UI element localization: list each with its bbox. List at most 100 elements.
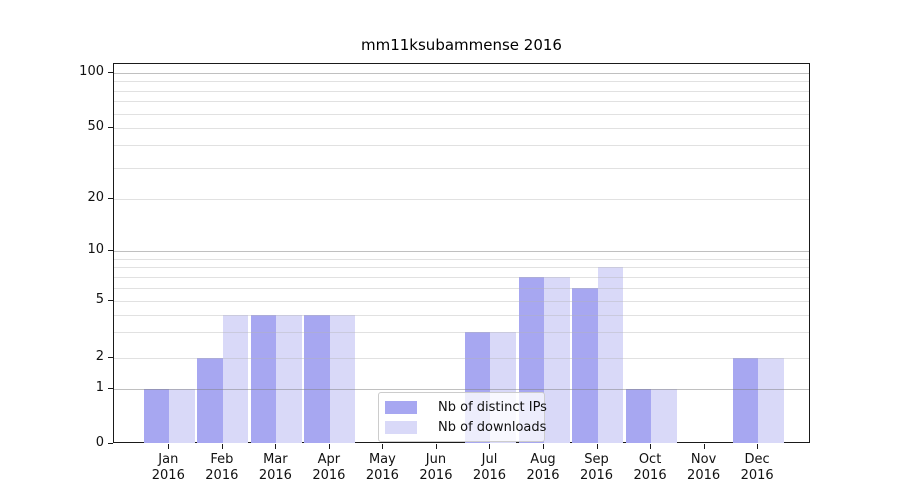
- x-tick-label-aug: Aug 2016: [513, 452, 573, 484]
- year-label: 2016: [365, 468, 399, 483]
- y-tick-label-0: 0: [95, 435, 104, 450]
- bar-nb-of-distinct-ips-jan: [143, 389, 170, 443]
- year-label: 2016: [687, 468, 721, 483]
- x-tick-mark-oct: [650, 444, 652, 449]
- month-label: Apr: [317, 452, 341, 467]
- minor-gridline-5: [114, 301, 809, 302]
- x-tick-label-apr: Apr 2016: [299, 452, 359, 484]
- bar-nb-of-downloads-mar: [276, 314, 302, 443]
- year-label: 2016: [312, 468, 346, 483]
- minor-gridline-6: [114, 287, 809, 289]
- year-label: 2016: [258, 468, 292, 483]
- x-tick-mark-jun: [435, 444, 437, 449]
- x-tick-mark-sep: [596, 444, 598, 449]
- bar-nb-of-downloads-feb: [222, 314, 249, 443]
- legend-label-2: Nb of downloads: [438, 419, 547, 435]
- bar-nb-of-distinct-ips-apr: [304, 314, 330, 443]
- month-label: Feb: [210, 452, 234, 467]
- x-tick-label-nov: Nov 2016: [674, 452, 734, 484]
- minor-gridline-3: [114, 332, 809, 334]
- year-label: 2016: [205, 468, 239, 483]
- x-tick-mark-dec: [757, 444, 759, 449]
- bar-nb-of-distinct-ips-dec: [732, 357, 759, 443]
- month-label: Nov: [690, 452, 717, 467]
- month-label: Aug: [530, 452, 556, 467]
- minor-gridline-70: [114, 101, 809, 103]
- x-tick-label-may: May 2016: [352, 452, 412, 484]
- year-label: 2016: [579, 468, 614, 483]
- major-gridline-100: [114, 73, 809, 74]
- x-tick-label-feb: Feb 2016: [192, 452, 252, 484]
- x-tick-mark-mar: [275, 444, 277, 449]
- year-label: 2016: [472, 468, 507, 483]
- y-tick-mark-5: [108, 300, 113, 301]
- minor-gridline-40: [114, 145, 809, 147]
- bar-nb-of-downloads-aug: [544, 276, 570, 443]
- y-tick-label-10: 10: [87, 242, 104, 257]
- month-label: May: [368, 452, 396, 467]
- minor-gridline-4: [114, 314, 809, 316]
- bar-nb-of-downloads-oct: [651, 389, 677, 443]
- year-label: 2016: [419, 468, 453, 483]
- legend-entry-1: Nb of distinct IPs: [385, 399, 547, 415]
- x-tick-label-jun: Jun 2016: [406, 452, 466, 484]
- x-tick-label-oct: Oct 2016: [620, 452, 680, 484]
- x-tick-mark-nov: [703, 444, 705, 449]
- month-label: Dec: [744, 452, 770, 467]
- y-tick-label-100: 100: [79, 64, 104, 79]
- y-tick-label-50: 50: [87, 119, 104, 134]
- legend: Nb of distinct IPs Nb of downloads: [378, 392, 547, 442]
- month-label: Oct: [638, 452, 662, 467]
- minor-gridline-60: [114, 113, 809, 115]
- bar-nb-of-downloads-dec: [758, 357, 784, 443]
- y-tick-mark-0: [108, 443, 113, 444]
- bar-nb-of-downloads-sep: [597, 267, 624, 443]
- legend-entry-2: Nb of downloads: [385, 419, 546, 435]
- bar-nb-of-downloads-apr: [329, 314, 356, 443]
- minor-gridline-90: [114, 81, 809, 83]
- minor-gridline-80: [114, 90, 809, 92]
- minor-gridline-2: [114, 357, 809, 359]
- y-tick-mark-10: [108, 250, 113, 251]
- month-label: Sep: [584, 452, 609, 467]
- legend-swatch-1: [385, 400, 417, 414]
- minor-gridline-7: [114, 276, 809, 278]
- year-label: 2016: [151, 468, 185, 483]
- x-tick-mark-jul: [489, 444, 491, 449]
- major-gridline-1: [114, 389, 809, 390]
- month-label: Jul: [481, 452, 498, 467]
- x-tick-mark-jan: [168, 444, 170, 449]
- y-tick-mark-1: [108, 388, 113, 389]
- minor-gridline-30: [114, 167, 809, 169]
- minor-gridline-9: [114, 258, 809, 260]
- x-tick-label-jul: Jul 2016: [459, 452, 519, 484]
- month-label: Jan: [158, 452, 179, 467]
- x-tick-label-mar: Mar 2016: [245, 452, 305, 484]
- x-tick-mark-feb: [221, 444, 223, 449]
- bar-nb-of-distinct-ips-mar: [250, 314, 277, 443]
- minor-gridline-50: [114, 128, 809, 129]
- x-tick-mark-may: [382, 444, 384, 449]
- y-tick-mark-20: [108, 198, 113, 199]
- legend-swatch-2: [385, 420, 417, 434]
- major-gridline-10: [114, 251, 809, 252]
- x-tick-label-jan: Jan 2016: [138, 452, 198, 484]
- x-tick-label-sep: Sep 2016: [567, 452, 627, 484]
- year-label: 2016: [633, 468, 667, 483]
- minor-gridline-8: [114, 267, 809, 269]
- x-tick-mark-aug: [543, 444, 544, 449]
- bar-nb-of-distinct-ips-oct: [625, 389, 652, 443]
- year-label: 2016: [526, 468, 560, 483]
- bar-nb-of-distinct-ips-feb: [197, 357, 223, 443]
- month-label: Jun: [425, 452, 447, 467]
- bar-nb-of-downloads-jan: [169, 389, 195, 443]
- year-label: 2016: [740, 468, 774, 483]
- y-tick-mark-50: [108, 127, 113, 128]
- y-tick-label-1: 1: [95, 380, 104, 395]
- chart-title: mm11ksubammense 2016: [361, 36, 562, 54]
- y-tick-mark-2: [108, 356, 113, 358]
- y-tick-label-5: 5: [95, 292, 104, 307]
- minor-gridline-20: [114, 199, 809, 200]
- plot-area: [113, 63, 810, 443]
